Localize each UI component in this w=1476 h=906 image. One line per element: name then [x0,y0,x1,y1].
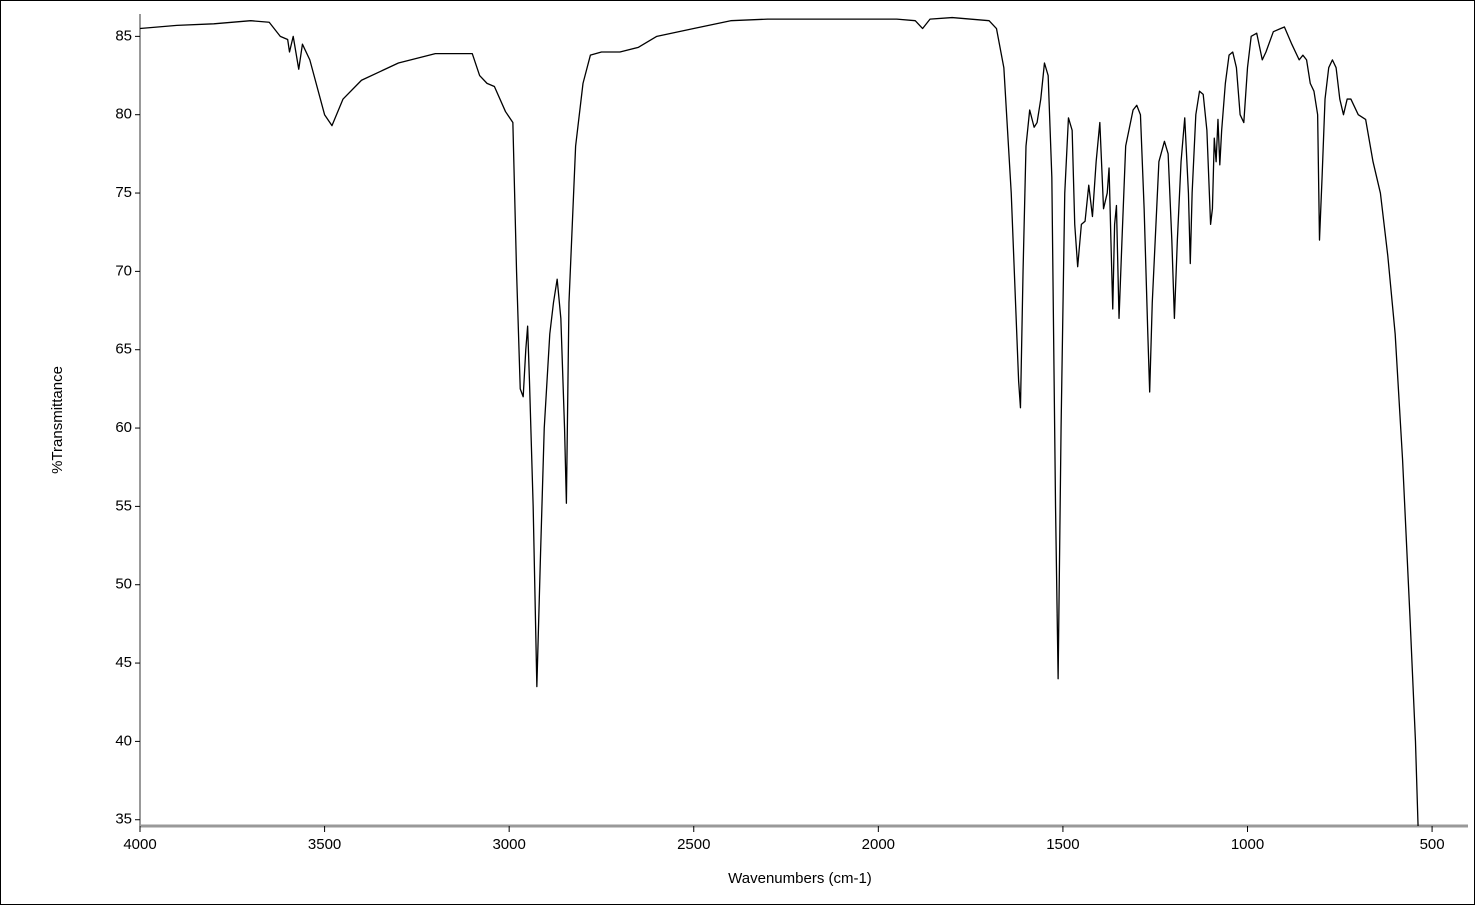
x-tick-label: 1000 [1231,836,1264,853]
x-tick-label: 3500 [308,836,341,853]
y-tick-label: 65 [115,341,132,358]
y-axis-label: %Transmittance [49,366,66,474]
y-tick-label: 45 [115,654,132,671]
x-tick-label: 2000 [862,836,895,853]
y-tick-label: 50 [115,576,132,593]
x-axis-label: Wavenumbers (cm-1) [728,870,872,887]
y-tick-label: 80 [115,106,132,123]
x-tick-label: 3000 [492,836,525,853]
y-tick-label: 85 [115,27,132,44]
y-tick-label: 35 [115,811,132,828]
spectrum-line [139,16,1419,827]
x-tick-label: 2500 [677,836,710,853]
x-tick-label: 500 [1420,836,1445,853]
y-tick-label: 70 [115,262,132,279]
y-tick-label: 75 [115,184,132,201]
x-tick-label: 4000 [123,836,156,853]
y-tick-label: 60 [115,419,132,436]
x-tick-label: 1500 [1046,836,1079,853]
y-tick-label: 55 [115,497,132,514]
y-tick-label: 40 [115,732,132,749]
